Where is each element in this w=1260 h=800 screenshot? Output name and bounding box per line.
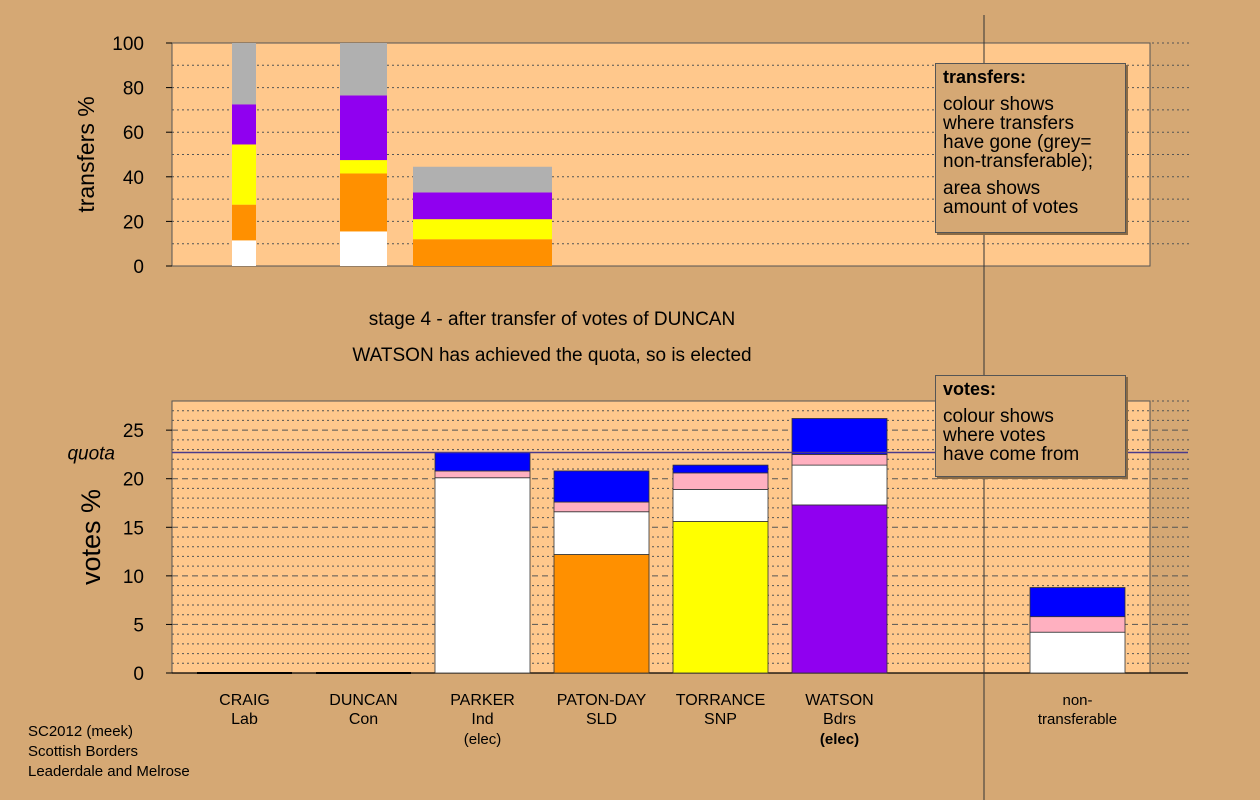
transfer-segment (413, 166, 552, 193)
transfer-segment (413, 219, 552, 240)
transfer-segment (340, 160, 387, 174)
category-note: (elec) (820, 731, 859, 748)
category-label: DUNCAN Con (329, 692, 397, 728)
y-tick-label: 20 (123, 212, 144, 233)
transfer-segment (340, 95, 387, 161)
transfer-segment (232, 43, 256, 105)
votes-legend-title: votes: (943, 379, 997, 399)
transfer-segment (413, 192, 552, 220)
stage-text: stage 4 - after transfer of votes of DUN… (368, 309, 736, 330)
elected-text: WATSON has achieved the quota, so is ele… (352, 345, 752, 366)
footer-line: SC2012 (meek) (28, 723, 134, 740)
category-party: Bdrs (823, 711, 856, 728)
vote-segment (434, 452, 531, 472)
category-name: DUNCAN (329, 692, 397, 709)
footer: SC2012 (meek) Scottish Borders Leaderdal… (28, 722, 190, 782)
y-tick-label: 15 (123, 518, 144, 539)
category-party: SNP (704, 711, 737, 728)
category-note: (elec) (464, 731, 502, 748)
category-party: Ind (471, 711, 493, 728)
category-party: SLD (586, 711, 617, 728)
vote-segment (1029, 631, 1126, 674)
y-tick-label: 80 (123, 79, 144, 100)
vote-segment (1029, 616, 1126, 633)
category-label: PARKER Ind (elec) (450, 692, 515, 748)
vote-segment (672, 464, 769, 474)
vote-segment (434, 477, 531, 674)
category-label: PATON-DAY SLD (557, 692, 647, 728)
y-tick-label: 5 (133, 615, 144, 636)
vote-segment (791, 454, 888, 466)
legend-line: non-transferable); (943, 151, 1093, 172)
category-label: non-transferable (1038, 692, 1117, 728)
transfers-legend-title: transfers: (943, 67, 1027, 87)
transfer-segment (232, 240, 256, 266)
vote-segment (791, 464, 888, 506)
y-axis-label: votes % (76, 489, 106, 585)
transfer-segment (340, 231, 387, 266)
category-label: CRAIG Lab (219, 692, 270, 728)
y-tick-label: 0 (133, 664, 144, 685)
category-party: transferable (1038, 711, 1117, 728)
vote-segment (553, 554, 650, 674)
category-label: WATSON Bdrs (elec) (805, 692, 873, 748)
y-axis-label: transfers % (73, 96, 99, 212)
legend-line: area shows (943, 178, 1041, 199)
footer-line: Leaderdale and Melrose (28, 763, 190, 780)
category-label: TORRANCE SNP (676, 692, 766, 728)
legend-line: have come from (943, 444, 1080, 465)
category-name: TORRANCE (676, 692, 766, 709)
vote-segment (791, 418, 888, 455)
vote-segment (553, 470, 650, 503)
transfers-legend-para1: colour shows where transfers have gone (… (943, 95, 1118, 171)
category-party: Con (349, 711, 378, 728)
category-name: WATSON (805, 692, 873, 709)
transfer-segment (232, 104, 256, 145)
vote-segment (1029, 587, 1126, 618)
legend-line: amount of votes (943, 197, 1079, 218)
y-tick-label: 25 (123, 421, 144, 442)
legend-line: colour shows (943, 94, 1054, 115)
transfer-segment (340, 173, 387, 232)
vote-segment (434, 470, 531, 479)
vote-segment (553, 501, 650, 513)
y-tick-label: 100 (112, 34, 144, 55)
category-name: CRAIG (219, 692, 270, 709)
category-name: non- (1062, 692, 1092, 709)
vote-segment (672, 488, 769, 522)
legend-line: have gone (grey= (943, 132, 1092, 153)
transfer-segment (232, 204, 256, 241)
vote-segment (672, 472, 769, 490)
quota-label: quota (67, 443, 115, 464)
y-tick-label: 10 (123, 567, 144, 588)
footer-line: Scottish Borders (28, 743, 139, 760)
transfer-segment (232, 144, 256, 205)
legend-line: where transfers (943, 113, 1074, 134)
y-tick-label: 20 (123, 470, 144, 491)
votes-legend: votes: colour shows where votes have com… (935, 375, 1126, 477)
category-party: Lab (231, 711, 258, 728)
transfers-legend-para2: area shows amount of votes (943, 179, 1118, 217)
transfers-legend: transfers: colour shows where transfers … (935, 63, 1126, 233)
category-name: PATON-DAY (557, 692, 647, 709)
vote-segment (672, 521, 769, 674)
y-tick-label: 40 (123, 168, 144, 189)
vote-segment (791, 504, 888, 674)
transfer-segment (340, 43, 387, 96)
vote-segment (553, 511, 650, 555)
legend-line: colour shows (943, 406, 1054, 427)
transfer-segment (413, 239, 552, 266)
y-tick-label: 60 (123, 123, 144, 144)
votes-chart: 0 5 10 15 20 25 votes % quota CRAIG Lab DUNCAN Con P… (67, 400, 1190, 748)
y-tick-label: 0 (133, 257, 144, 278)
category-name: PARKER (450, 692, 515, 709)
legend-line: where votes (943, 425, 1046, 446)
